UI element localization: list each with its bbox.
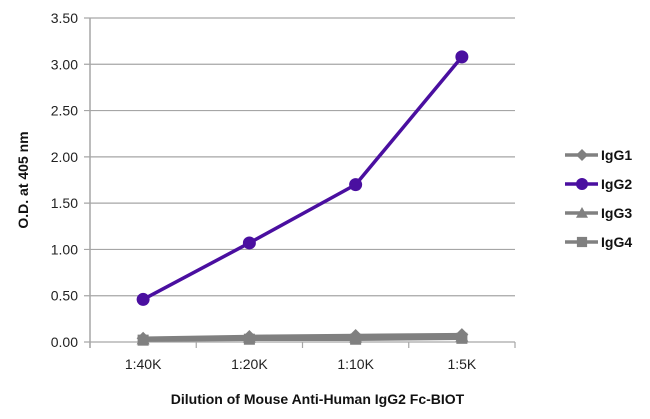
legend-label: IgG2 [601,176,632,192]
series-line [142,55,464,301]
square-marker-icon [576,236,588,248]
series-igg2 [136,50,469,306]
circle-marker-icon [242,236,256,250]
circle-marker-icon [349,178,363,192]
circle-marker-icon [136,292,150,306]
y-tick-label: 3.00 [51,56,78,72]
y-tick-label: 0.50 [51,288,78,304]
circle-marker-icon [576,178,588,190]
x-tick-label: 1:20K [231,356,268,372]
diamond-marker-icon [576,149,588,161]
circle-marker-icon [455,50,469,64]
x-axis-title: Dilution of Mouse Anti-Human IgG2 Fc-BIO… [171,391,465,407]
legend-label: IgG3 [601,205,632,221]
legend-item-igg4: IgG4 [565,234,632,250]
square-marker-icon [137,334,149,346]
x-tick-label: 1:40K [125,356,162,372]
x-tick-label: 1:10K [337,356,374,372]
legend-item-igg2: IgG2 [565,176,632,192]
series-line [143,336,462,342]
series-igg4 [137,332,468,346]
legend-item-igg3: IgG3 [565,205,632,221]
y-tick-label: 1.00 [51,241,78,257]
square-marker-icon [350,333,362,345]
legend-item-igg1: IgG1 [565,147,632,163]
y-tick-label: 1.50 [51,195,78,211]
y-tick-label: 2.50 [51,103,78,119]
y-tick-label: 0.00 [51,334,78,350]
triangle-marker-icon [576,207,588,218]
square-marker-icon [456,332,468,344]
y-tick-label: 3.50 [51,10,78,26]
y-tick-label: 2.00 [51,149,78,165]
x-tick-label: 1:5K [447,356,476,372]
legend-label: IgG1 [601,147,632,163]
legend-label: IgG4 [601,234,632,250]
square-marker-icon [243,333,255,345]
y-axis-title: O.D. at 405 nm [15,131,31,228]
